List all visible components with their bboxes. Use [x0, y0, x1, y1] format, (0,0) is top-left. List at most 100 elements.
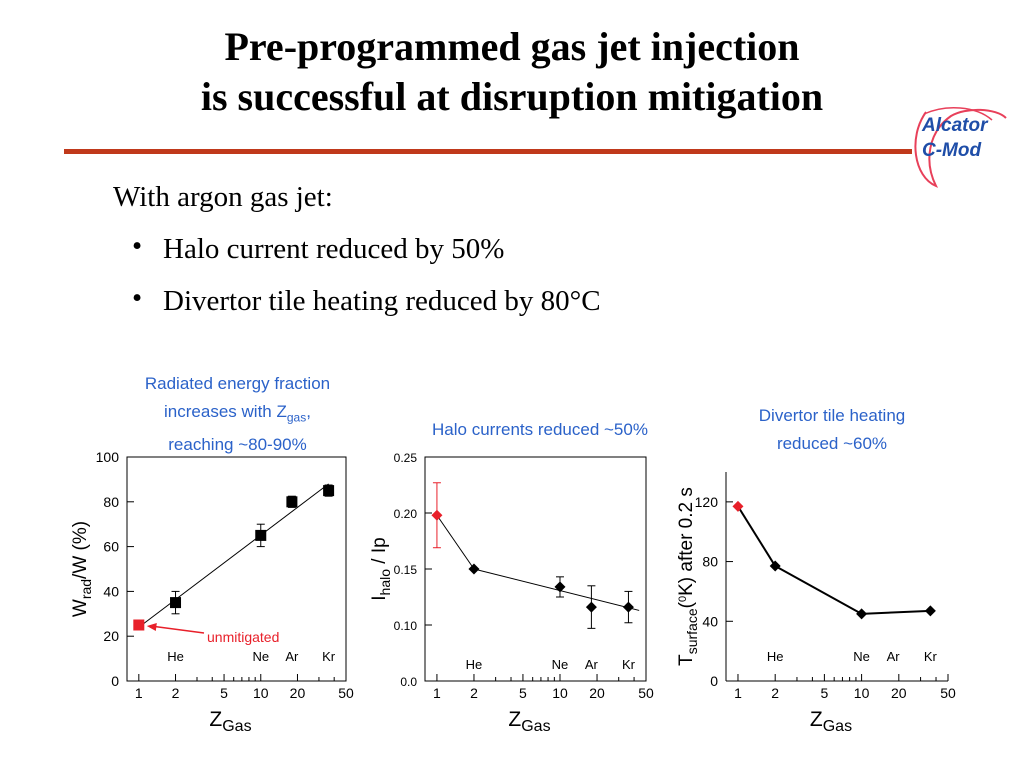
y-tick-label: 100 — [96, 449, 120, 465]
chart1-caption-line1: Radiated energy fraction — [144, 374, 331, 393]
chart1-caption: Radiated energy fraction increases with … — [100, 370, 375, 459]
gas-label: Ar — [285, 649, 299, 664]
y-axis-label-main: I — [369, 595, 390, 600]
chart1-caption-sub: gas — [286, 410, 307, 425]
data-point — [585, 601, 597, 613]
data-point — [622, 601, 634, 613]
data-point — [769, 560, 781, 572]
data-point — [170, 597, 182, 609]
data-point — [468, 563, 480, 575]
y-tick-label: 0.15 — [394, 563, 418, 577]
annotation-label: unmitigated — [207, 629, 279, 645]
y-axis-label-rest: /W (%) — [70, 521, 91, 579]
x-tick-label: 10 — [552, 685, 568, 701]
data-point — [431, 509, 443, 521]
x-tick-label: 50 — [940, 685, 956, 701]
data-point — [732, 500, 744, 512]
x-tick-label: 10 — [854, 685, 870, 701]
bullet-divertor: Divertor tile heating reduced by 80°C — [163, 285, 601, 317]
chart3-caption: Divertor tile heating reduced ~60% — [712, 402, 952, 458]
x-tick-label: 5 — [820, 685, 828, 701]
bullet-halo: Halo current reduced by 50% — [163, 233, 505, 265]
data-point — [323, 485, 335, 497]
gas-label: Ne — [853, 649, 870, 664]
x-axis-label-main: Z — [209, 708, 222, 731]
x-axis-label: ZGas — [508, 708, 550, 735]
data-point — [924, 605, 936, 617]
connect-line — [737, 505, 777, 567]
y-tick-label: 80 — [103, 494, 119, 510]
plot-frame — [126, 456, 347, 682]
x-tick-label: 5 — [519, 685, 527, 701]
gas-label: Ar — [585, 657, 599, 672]
x-tick-label: 1 — [734, 685, 742, 701]
gas-label: Kr — [924, 649, 938, 664]
bullet-dot: • — [132, 282, 143, 314]
gas-label: Ne — [552, 657, 569, 672]
y-tick-label: 120 — [695, 494, 719, 510]
intro-text: With argon gas jet: — [113, 181, 333, 213]
y-tick-label: 40 — [103, 583, 119, 599]
data-point — [554, 581, 566, 593]
x-tick-label: 2 — [172, 685, 180, 701]
logo-line-1: Alcator — [922, 115, 988, 136]
chart1-caption-line3: reaching ~80-90% — [168, 435, 307, 455]
y-axis-label: Ihalo / Ip — [369, 537, 393, 600]
chart1-caption-line2: increases with Zgas, — [100, 398, 375, 431]
gas-label: Ne — [252, 649, 269, 664]
y-axis-label: Tsurface(0K) after 0.2 s — [676, 487, 700, 666]
connect-line — [436, 514, 475, 570]
gas-label: Kr — [322, 649, 336, 664]
y-axis-label-sub: rad — [78, 579, 94, 599]
x-axis-label-main: Z — [508, 708, 521, 731]
chart1-caption-comma: , — [306, 402, 311, 421]
x-tick-label: 20 — [589, 685, 605, 701]
data-point — [856, 608, 868, 620]
chart3-caption-line2: reduced ~60% — [776, 434, 888, 453]
x-tick-label: 20 — [891, 685, 907, 701]
logo-line-2: C-Mod — [922, 140, 982, 161]
annotation-arrowhead — [146, 623, 157, 631]
fit-line — [138, 483, 329, 628]
y-axis-label-sub: surface — [684, 608, 700, 654]
data-point — [255, 529, 267, 541]
x-axis-label: ZGas — [810, 708, 852, 735]
x-tick-label: 1 — [433, 685, 441, 701]
x-axis-label-sub: Gas — [222, 718, 251, 735]
y-tick-label: 0 — [111, 673, 119, 689]
y-axis-label-tail: K) after 0.2 s — [676, 487, 697, 596]
chart2-caption: Halo currents reduced ~50% — [400, 416, 680, 444]
y-tick-label: 0.25 — [394, 451, 418, 465]
y-tick-label: 0.10 — [394, 619, 418, 633]
fit-line — [473, 568, 640, 611]
x-tick-label: 2 — [771, 685, 779, 701]
gas-label: Ar — [887, 649, 901, 664]
x-tick-label: 5 — [220, 685, 228, 701]
y-axis-label-main: W — [70, 599, 91, 617]
x-axis-label: ZGas — [209, 708, 251, 735]
x-tick-label: 2 — [470, 685, 478, 701]
data-point — [286, 496, 298, 508]
bullet-dot: • — [132, 230, 143, 262]
y-axis-label-sub: halo — [377, 569, 393, 596]
y-tick-label: 40 — [702, 613, 718, 629]
slide-title: Pre-programmed gas jet injection is succ… — [0, 22, 1024, 122]
alcator-logo-swoosh — [914, 107, 1007, 188]
gas-label: Kr — [622, 657, 636, 672]
x-axis-label-main: Z — [810, 708, 823, 731]
gas-label: He — [167, 649, 184, 664]
x-axis-label-sub: Gas — [823, 718, 852, 735]
y-tick-label: 0.0 — [400, 675, 417, 689]
y-tick-label: 60 — [103, 539, 119, 555]
x-tick-label: 20 — [290, 685, 306, 701]
y-axis-label-rest: ( — [676, 601, 697, 608]
y-tick-label: 0.20 — [394, 507, 418, 521]
chart2-caption-line1: Halo currents reduced ~50% — [432, 420, 648, 439]
y-axis-label: Wrad/W (%) — [70, 521, 94, 617]
chart-2: 1 2 5 10 20 50 0.0 0.10 0.15 0.20 0.25 He Ne Ar Kr ZGas… — [369, 451, 654, 735]
gas-label: He — [767, 649, 784, 664]
y-tick-label: 80 — [702, 554, 718, 570]
y-axis-label-rest: / Ip — [369, 537, 390, 569]
